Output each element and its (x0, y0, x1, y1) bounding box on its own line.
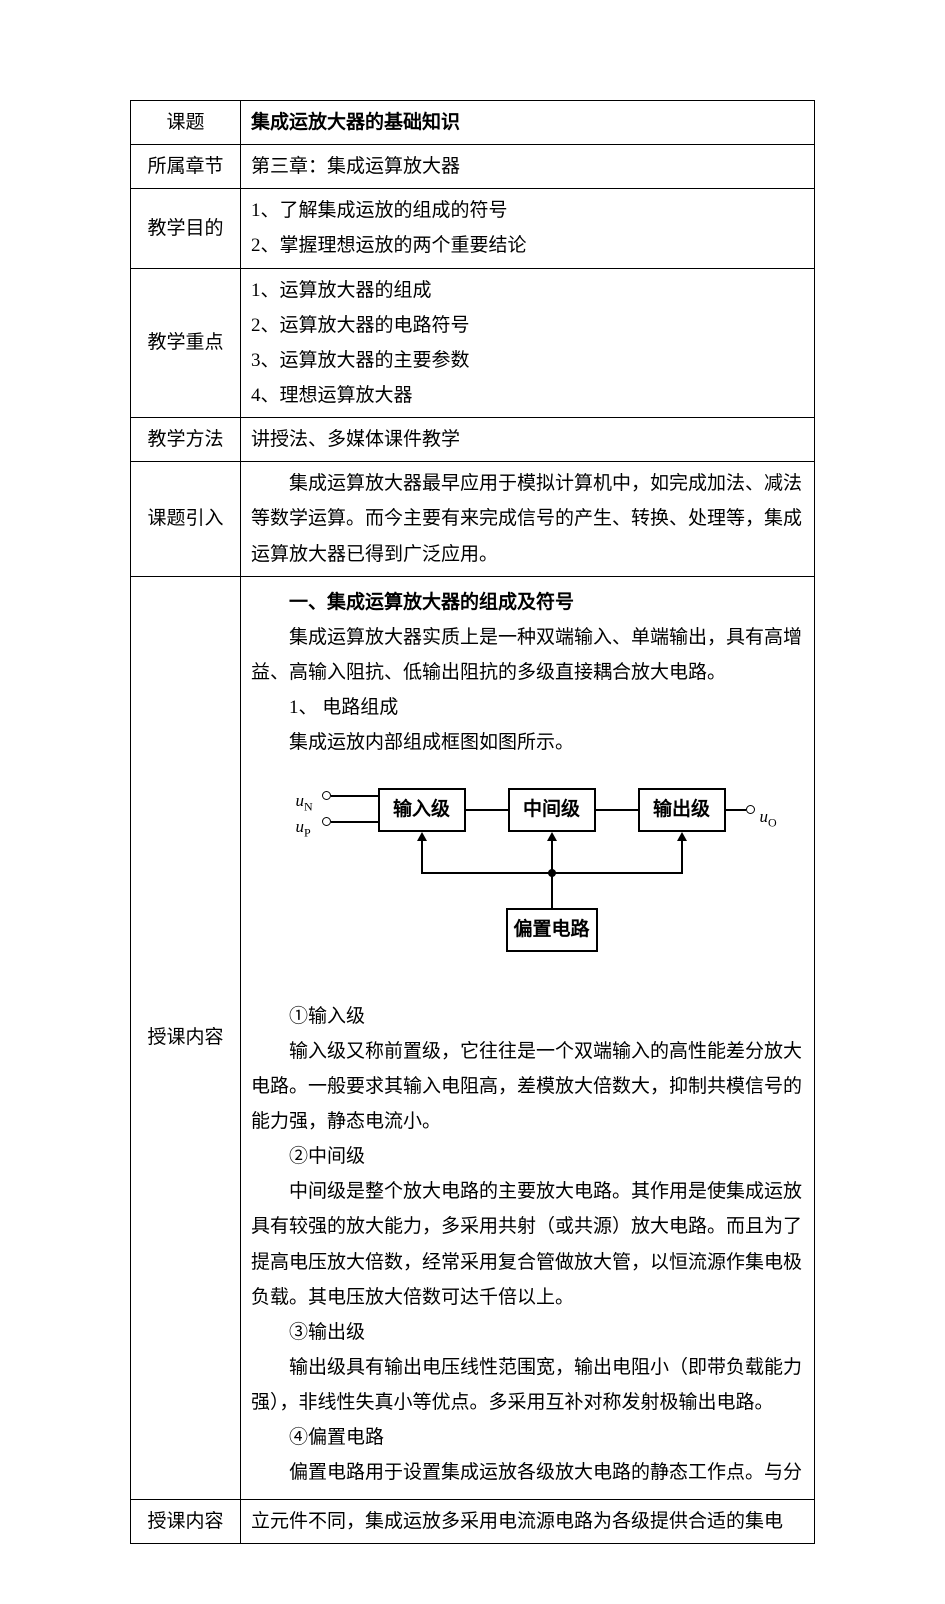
row-intro: 课题引入 集成运算放大器最早应用于模拟计算机中，如完成加法、减法等数学运算。而今… (131, 462, 815, 576)
label-content: 授课内容 (131, 576, 241, 1499)
row-chapter: 所属章节 第三章：集成运算放大器 (131, 145, 815, 189)
box-bias: 偏置电路 (506, 908, 598, 952)
block-diagram-wrap: uN uP 输入级 中间级 输出级 偏置电路 (251, 760, 804, 998)
label-purpose: 教学目的 (131, 189, 241, 268)
sub1-paragraph: 输入级又称前置级，它往往是一个双端输入的高性能差分放大电路。一般要求其输入电阻高… (251, 1034, 804, 1139)
value-keypoint: 1、运算放大器的组成 2、运算放大器的电路符号 3、运算放大器的主要参数 4、理… (241, 268, 815, 418)
purpose-item-1: 1、了解集成运放的组成的符号 (251, 193, 804, 228)
terminal-uO (746, 805, 755, 814)
arrow-bias-in (417, 832, 427, 841)
sub4-heading: ④偏置电路 (251, 1420, 804, 1455)
value-content: 一、集成运算放大器的组成及符号 集成运算放大器实质上是一种双端输入、单端输出，具… (241, 576, 815, 1499)
box-input: 输入级 (378, 788, 466, 832)
section-intro: 集成运算放大器实质上是一种双端输入、单端输出，具有高增益、高输入阻抗、低输出阻抗… (251, 620, 804, 690)
row-topic: 课题 集成运放大器的基础知识 (131, 101, 815, 145)
line-bias-trunk (551, 873, 553, 908)
sub2-heading: ②中间级 (251, 1139, 804, 1174)
label-intro: 课题引入 (131, 462, 241, 576)
line-bias-to-mid (551, 841, 553, 874)
line-mid-out (596, 809, 638, 811)
line-bias-to-out (681, 841, 683, 874)
label-method: 教学方法 (131, 418, 241, 462)
value-method: 讲授法、多媒体课件教学 (241, 418, 815, 462)
arrow-bias-mid (547, 832, 557, 841)
row-content-2: 授课内容 立元件不同，集成运放多采用电流源电路为各级提供合适的集电 (131, 1499, 815, 1543)
keypoint-item-2: 2、运算放大器的电路符号 (251, 308, 804, 343)
line-in-mid (466, 809, 508, 811)
row-keypoint: 教学重点 1、运算放大器的组成 2、运算放大器的电路符号 3、运算放大器的主要参… (131, 268, 815, 418)
row-content: 授课内容 一、集成运算放大器的组成及符号 集成运算放大器实质上是一种双端输入、单… (131, 576, 815, 1499)
box-middle: 中间级 (508, 788, 596, 832)
terminal-uP (322, 817, 331, 826)
keypoint-item-4: 4、理想运算放大器 (251, 378, 804, 413)
sub3-heading: ③输出级 (251, 1315, 804, 1350)
lesson-plan-page: 课题 集成运放大器的基础知识 所属章节 第三章：集成运算放大器 教学目的 1、了… (0, 0, 945, 1604)
terminal-uN (322, 791, 331, 800)
label-content-2: 授课内容 (131, 1499, 241, 1543)
value-chapter: 第三章：集成运算放大器 (241, 145, 815, 189)
label-chapter: 所属章节 (131, 145, 241, 189)
keypoint-item-1: 1、运算放大器的组成 (251, 273, 804, 308)
line-uN-in (331, 795, 378, 797)
label-keypoint: 教学重点 (131, 268, 241, 418)
sub4-paragraph-b: 立元件不同，集成运放多采用电流源电路为各级提供合适的集电 (251, 1504, 804, 1539)
sub1-heading: ①输入级 (251, 999, 804, 1034)
lesson-plan-table: 课题 集成运放大器的基础知识 所属章节 第三章：集成运算放大器 教学目的 1、了… (130, 100, 815, 1544)
diagram-caption: 集成运放内部组成框图如图所示。 (251, 725, 804, 760)
line-bias-to-in (421, 841, 423, 874)
value-topic: 集成运放大器的基础知识 (241, 101, 815, 145)
label-topic: 课题 (131, 101, 241, 145)
arrow-bias-out (677, 832, 687, 841)
section-heading-1: 一、集成运算放大器的组成及符号 (251, 585, 804, 620)
line-uP-in (331, 821, 378, 823)
purpose-item-2: 2、掌握理想运放的两个重要结论 (251, 228, 804, 263)
sub2-paragraph: 中间级是整个放大电路的主要放大电路。其作用是使集成运放具有较强的放大能力，多采用… (251, 1174, 804, 1315)
bullet-1: 1、 电路组成 (251, 690, 804, 725)
block-diagram: uN uP 输入级 中间级 输出级 偏置电路 (288, 778, 768, 968)
row-purpose: 教学目的 1、了解集成运放的组成的符号 2、掌握理想运放的两个重要结论 (131, 189, 815, 268)
label-uP: uP (296, 811, 311, 844)
box-output: 输出级 (638, 788, 726, 832)
label-uO: uO (760, 801, 777, 834)
value-intro: 集成运算放大器最早应用于模拟计算机中，如完成加法、减法等数学运算。而今主要有来完… (241, 462, 815, 576)
line-out-uO (726, 809, 746, 811)
value-purpose: 1、了解集成运放的组成的符号 2、掌握理想运放的两个重要结论 (241, 189, 815, 268)
intro-paragraph: 集成运算放大器最早应用于模拟计算机中，如完成加法、减法等数学运算。而今主要有来完… (251, 466, 804, 571)
sub3-paragraph: 输出级具有输出电压线性范围宽，输出电阻小（即带负载能力强），非线性失真小等优点。… (251, 1350, 804, 1420)
row-method: 教学方法 讲授法、多媒体课件教学 (131, 418, 815, 462)
sub4-paragraph-a: 偏置电路用于设置集成运放各级放大电路的静态工作点。与分 (251, 1455, 804, 1490)
keypoint-item-3: 3、运算放大器的主要参数 (251, 343, 804, 378)
value-content-2: 立元件不同，集成运放多采用电流源电路为各级提供合适的集电 (241, 1499, 815, 1543)
